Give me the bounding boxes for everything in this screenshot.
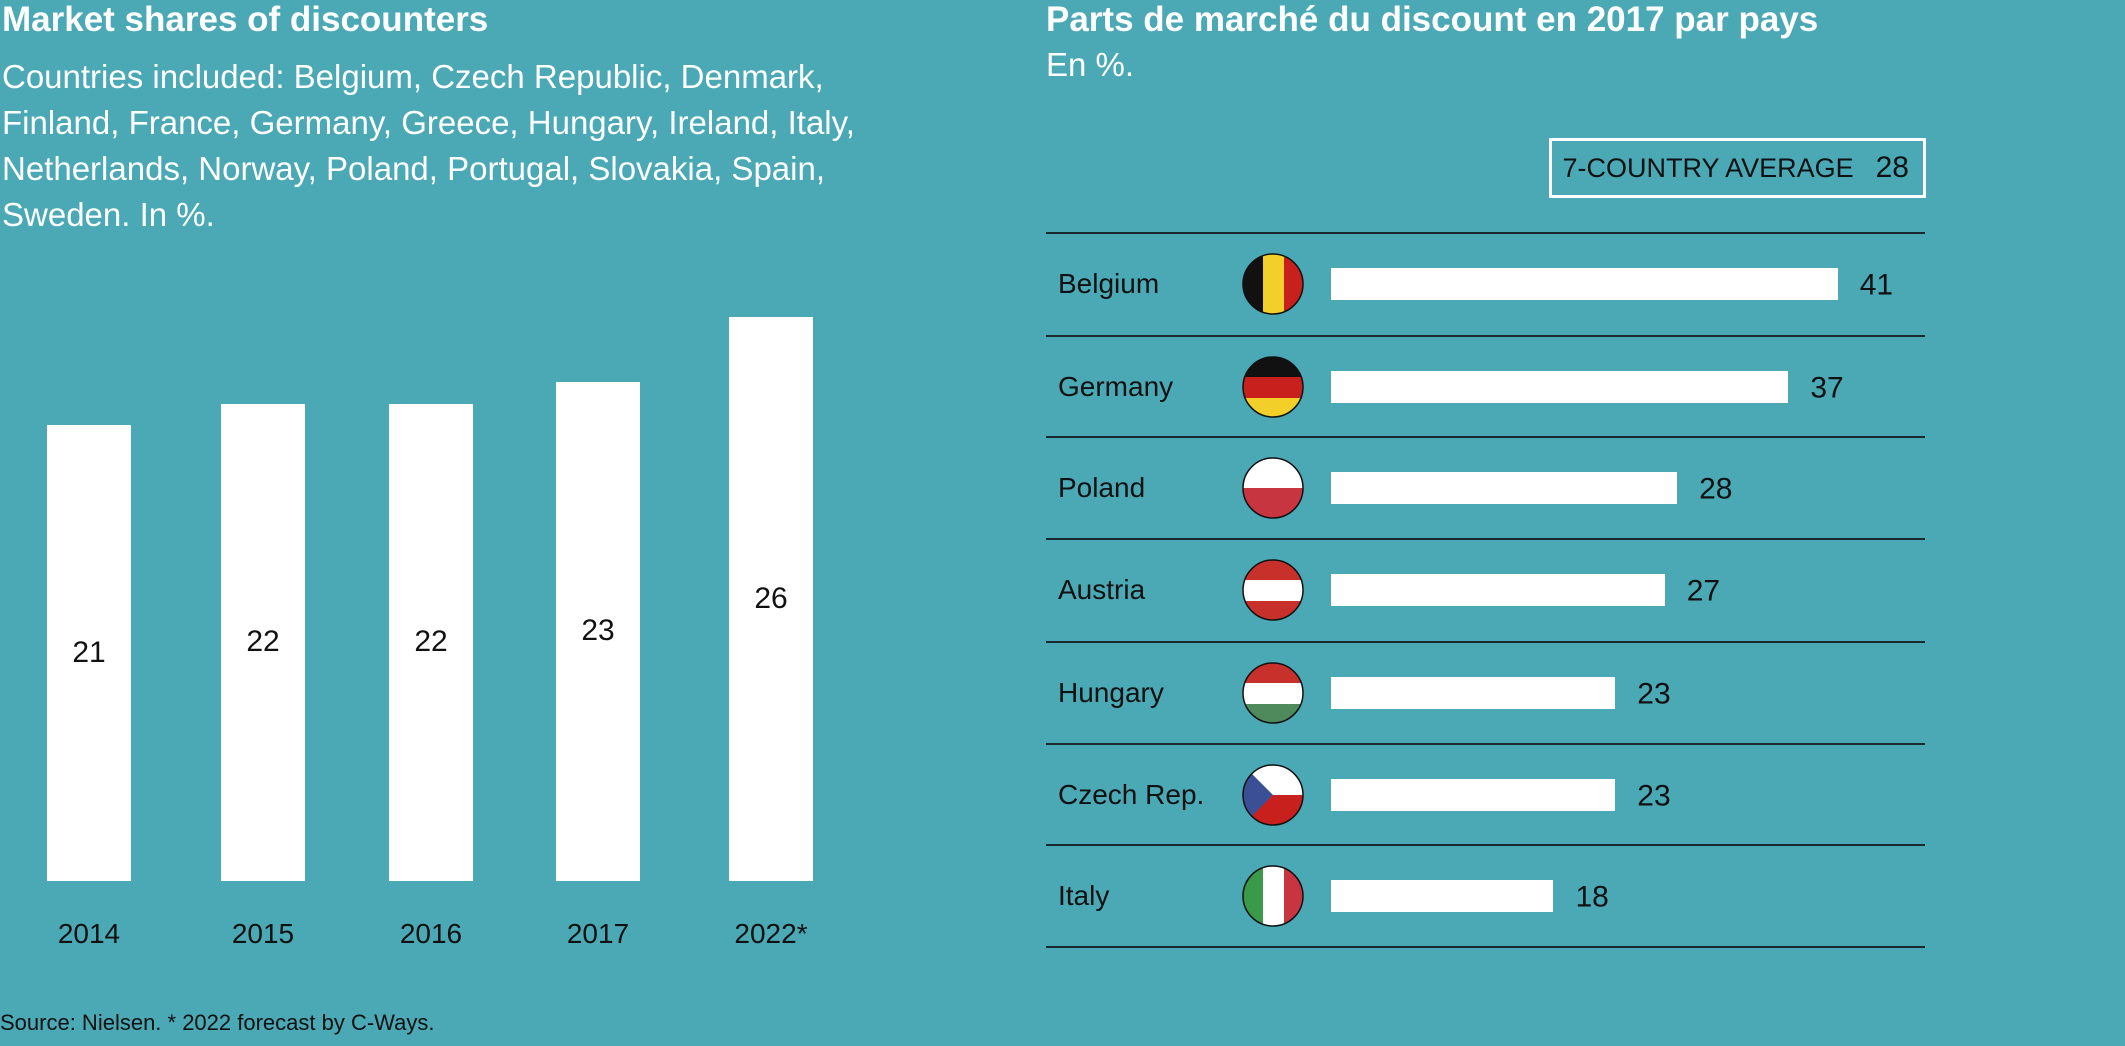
country-bar <box>1331 371 1789 403</box>
country-label: Hungary <box>1058 677 1164 708</box>
left-chart-subtitle: Countries included: Belgium, Czech Repub… <box>2 58 855 233</box>
austria-flag-icon <box>1242 559 1304 621</box>
average-label: 7-COUNTRY AVERAGE <box>1562 152 1854 183</box>
year-label: 2016 <box>399 918 463 949</box>
row-divider <box>1046 232 1925 234</box>
italy-flag-icon <box>1242 865 1304 927</box>
row-divider <box>1046 946 1925 948</box>
average-value: 28 <box>1875 151 1909 184</box>
poland-flag-icon <box>1242 457 1304 519</box>
bar-2016: 22 <box>389 403 473 881</box>
country-row: Belgium 41 <box>1046 233 1925 335</box>
row-divider <box>1046 335 1925 337</box>
row-divider <box>1046 844 1925 846</box>
bar-value-label: 22 <box>246 625 280 659</box>
country-row: Germany 37 <box>1046 336 1925 438</box>
country-label: Poland <box>1058 472 1146 503</box>
country-bar <box>1331 880 1554 912</box>
country-value: 41 <box>1859 268 1894 302</box>
country-label: Germany <box>1058 371 1174 402</box>
bar-value-label: 22 <box>414 625 448 659</box>
country-bar <box>1331 574 1665 606</box>
country-label: Belgium <box>1058 268 1160 299</box>
country-row: Austria 27 <box>1046 539 1925 641</box>
country-label: Czech Rep. <box>1058 779 1205 810</box>
czech-flag-icon <box>1242 764 1304 826</box>
belgium-flag-icon <box>1242 253 1304 315</box>
country-row: Poland 28 <box>1046 437 1925 539</box>
country-bar <box>1331 472 1678 504</box>
average-box: 7-COUNTRY AVERAGE 28 <box>1549 138 1926 198</box>
row-divider <box>1046 538 1925 540</box>
country-row: Hungary 23 <box>1046 642 1925 744</box>
country-bar <box>1331 268 1838 300</box>
bar-2017: 23 <box>556 381 640 881</box>
year-label: 2014 <box>57 918 121 949</box>
row-divider <box>1046 436 1925 438</box>
country-label: Italy <box>1058 880 1110 911</box>
bar-2014: 21 <box>47 425 131 881</box>
country-value: 37 <box>1810 371 1844 405</box>
left-chart-title: Market shares of discounters <box>2 0 489 39</box>
hungary-flag-icon <box>1242 662 1304 724</box>
country-value: 27 <box>1686 574 1721 608</box>
country-bar <box>1331 677 1616 709</box>
right-chart-title: Parts de marché du discount en 2017 par … <box>1046 0 1819 39</box>
bar-value-label: 23 <box>581 614 615 648</box>
source-note: Source: Nielsen. * 2022 forecast by C-Wa… <box>0 1010 435 1035</box>
country-label: Austria <box>1058 574 1146 605</box>
country-bar <box>1331 779 1616 811</box>
country-row: Czech Rep. 23 <box>1046 744 1925 846</box>
country-value: 23 <box>1637 677 1671 711</box>
country-value: 18 <box>1575 880 1609 914</box>
year-label: 2022* <box>734 918 808 949</box>
country-value: 28 <box>1699 472 1733 506</box>
year-label: 2017 <box>566 918 630 949</box>
country-value: 23 <box>1637 779 1671 813</box>
bar-2022*: 26 <box>729 316 813 881</box>
bar-value-label: 21 <box>72 636 106 670</box>
row-divider <box>1046 641 1925 643</box>
germany-flag-icon <box>1242 356 1304 418</box>
year-label: 2015 <box>231 918 295 949</box>
right-chart-subtitle: En %. <box>1046 46 1135 83</box>
country-row: Italy 18 <box>1046 845 1925 947</box>
row-divider <box>1046 743 1925 745</box>
bar-value-label: 26 <box>754 581 788 615</box>
bar-2015: 22 <box>221 403 305 881</box>
